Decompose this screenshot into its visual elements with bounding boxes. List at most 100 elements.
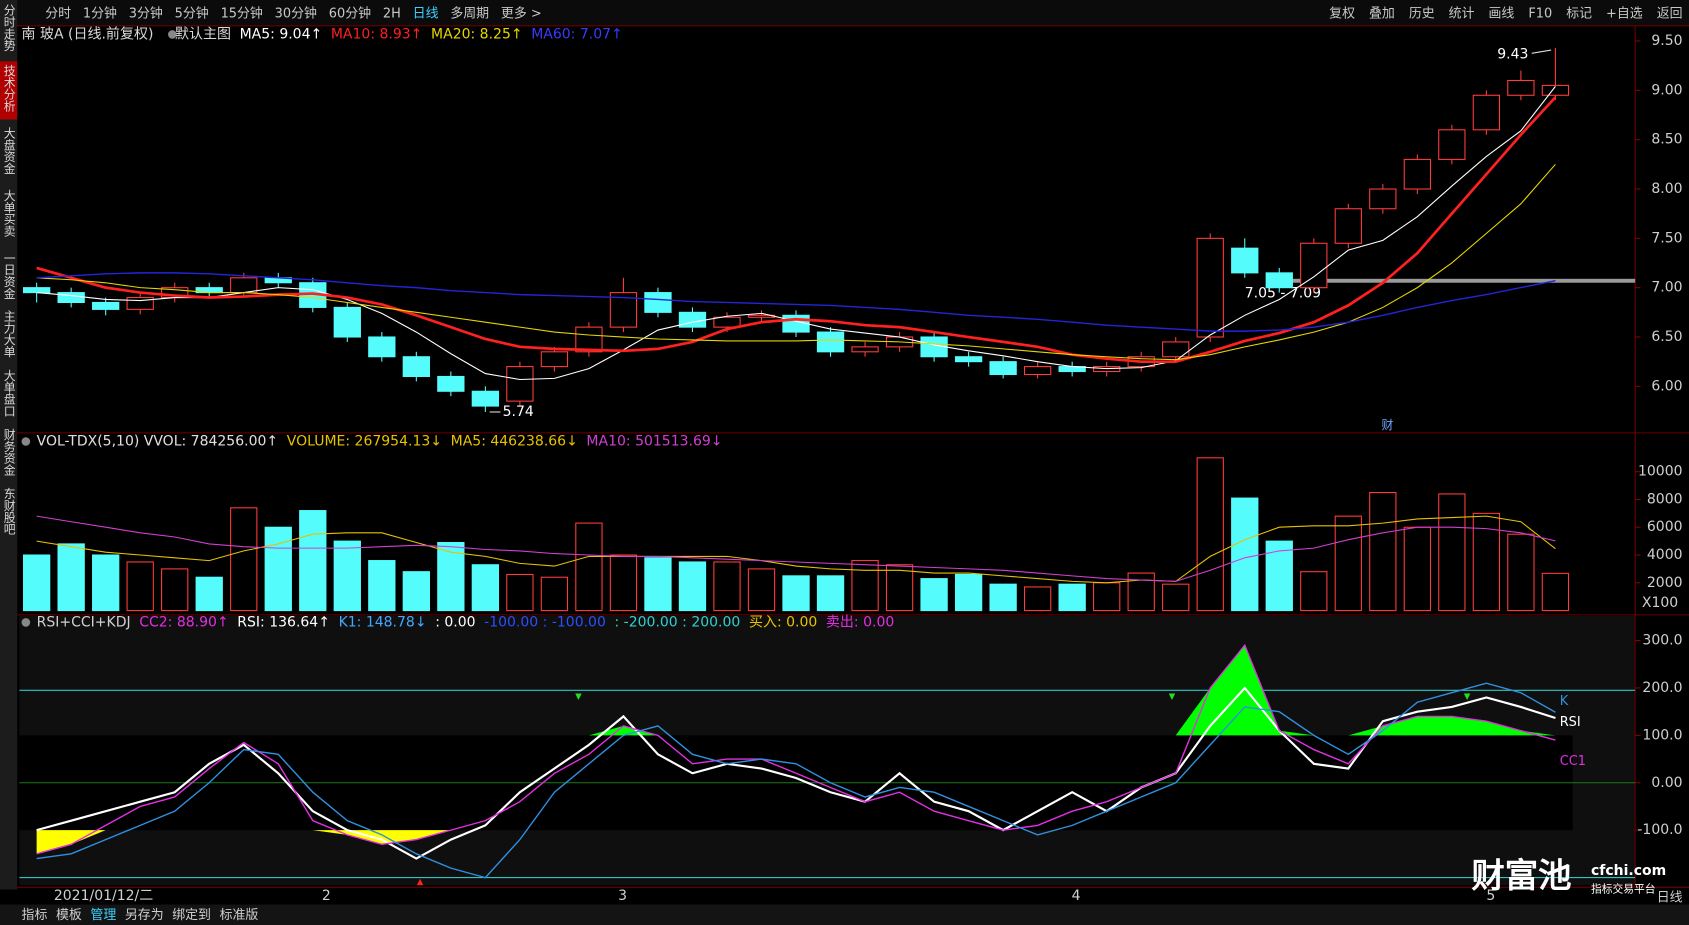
volume-bar	[1058, 583, 1086, 612]
period-tab[interactable]: 更多 >	[501, 7, 542, 22]
candle-body	[1507, 79, 1535, 96]
volume-bar	[989, 583, 1017, 612]
volume-bar	[1231, 497, 1259, 612]
period-tab[interactable]: 日线	[413, 7, 439, 22]
sidebar-tab[interactable]: 东财股吧	[2, 488, 16, 535]
volume-bar	[609, 554, 638, 612]
candle-body	[1265, 272, 1293, 289]
legend-item: RSI: 136.64↑	[237, 614, 330, 630]
candle-body	[713, 316, 741, 328]
y-tick-label: 6000	[1647, 519, 1683, 535]
tool-button[interactable]: 历史	[1409, 7, 1435, 22]
candle-body	[678, 311, 707, 328]
series-line	[36, 272, 1556, 332]
line-label: CC1	[1560, 754, 1586, 769]
legend-item: : 0.00	[435, 614, 475, 630]
candle-body	[1231, 247, 1259, 274]
volume-bar	[437, 541, 465, 612]
candle-body	[1369, 188, 1397, 210]
volume-bar	[1162, 583, 1190, 612]
candle-body	[1334, 208, 1362, 244]
candle-body	[1196, 237, 1224, 338]
bottom-tab[interactable]: 绑定到	[172, 908, 211, 923]
candle-body	[1403, 158, 1431, 190]
sidebar-tab[interactable]: 财务资金	[2, 428, 16, 476]
tool-button[interactable]: 叠加	[1369, 7, 1395, 22]
y-tick-label: 9.50	[1651, 33, 1682, 49]
sidebar-tab[interactable]: 技术分析	[2, 65, 16, 113]
tool-button[interactable]: 返回	[1657, 7, 1683, 22]
bottom-tab[interactable]: 另存为	[125, 908, 164, 923]
x-axis-label: 2	[322, 888, 331, 904]
tool-button[interactable]: 标记	[1566, 7, 1592, 22]
volume-bar	[195, 576, 223, 612]
period-tab[interactable]: 1分钟	[83, 6, 117, 22]
y-tick-label: 100.0	[1642, 727, 1682, 743]
volume-bar	[540, 576, 569, 612]
plot-layer: 分时 1分钟 3分钟 5分钟 15分钟 30分钟 60分钟 2H 日线 多周期 更多 > 返回+自选标…	[0, 4, 1683, 923]
volume-bar	[1541, 572, 1570, 612]
tool-button[interactable]: +自选	[1606, 7, 1643, 22]
tool-button[interactable]: 画线	[1489, 7, 1515, 22]
tool-button[interactable]: F10	[1528, 7, 1552, 22]
sidebar-tab[interactable]: 主力大单	[2, 310, 16, 359]
candle-body	[57, 292, 85, 304]
candle-body	[989, 361, 1017, 376]
menu-icon	[168, 30, 177, 39]
candle-body	[22, 287, 51, 294]
period-tab[interactable]: 5分钟	[175, 6, 209, 22]
volume-bar	[920, 578, 948, 612]
max-label: 9.43	[1497, 46, 1528, 62]
watermark-site: cfchi.com	[1591, 863, 1666, 879]
max-arrow	[1531, 49, 1552, 54]
candle-body	[1472, 94, 1501, 131]
legend-item: MA5: 9.04↑	[240, 26, 323, 42]
period-tab[interactable]: 30分钟	[275, 6, 317, 22]
candle-body	[92, 301, 120, 310]
bottom-tab[interactable]: 标准版	[220, 908, 259, 923]
series-line	[36, 643, 1556, 855]
line-label: RSI	[1560, 715, 1581, 730]
candle-body	[644, 292, 672, 313]
volume-bar	[954, 573, 983, 612]
bottom-tab[interactable]: 模板	[56, 908, 82, 923]
period-tab[interactable]: 15分钟	[221, 6, 263, 22]
legend-item: MA10: 501513.69↓	[586, 434, 722, 450]
template-label: 默认主图	[175, 26, 231, 42]
period-tab[interactable]: 2H	[383, 7, 401, 22]
legend-item: MA10: 8.93↑	[331, 26, 423, 42]
period-tag: 日线	[1657, 891, 1683, 906]
volume-bar	[575, 522, 603, 612]
period-tab[interactable]: 3分钟	[129, 6, 163, 22]
sidebar-tab[interactable]: 一日资金	[2, 252, 16, 299]
y-tick-label: 6.00	[1651, 378, 1682, 394]
candle-body	[506, 366, 534, 402]
tool-button[interactable]: 统计	[1449, 7, 1475, 22]
legend-item: 买入: 0.00	[749, 614, 817, 630]
tool-button[interactable]: 复权	[1329, 6, 1355, 22]
period-tab[interactable]: 多周期	[450, 7, 489, 22]
y-tick-label: 7.00	[1651, 280, 1682, 296]
y-tick-label: 8.00	[1651, 181, 1682, 197]
sidebar-tab[interactable]: 大单盘口	[2, 369, 16, 417]
period-tab[interactable]: 60分钟	[329, 6, 371, 22]
volume-bar	[1300, 571, 1328, 612]
sidebar-tab[interactable]: 大单买卖	[2, 189, 16, 238]
series-line	[36, 515, 1556, 584]
x-axis-label: 4	[1072, 888, 1081, 904]
volume-bar	[1265, 540, 1293, 612]
candle-body	[816, 331, 845, 353]
watermark-slogan: 指标交易平台	[1591, 882, 1656, 895]
sidebar-tab[interactable]: 分时走势	[2, 4, 16, 51]
volume-bar	[747, 568, 776, 612]
sidebar-tab[interactable]: 大盘资金	[2, 126, 16, 174]
x-axis-label: 2021/01/12/二	[54, 888, 153, 904]
period-tab[interactable]: 分时	[45, 7, 71, 22]
y-tick-label: 9.00	[1651, 82, 1682, 98]
range-line	[1279, 278, 1636, 283]
bottom-tab[interactable]: 指标	[22, 908, 48, 923]
volume-bar	[264, 526, 292, 612]
y-tick-label: 4000	[1647, 547, 1683, 563]
bottom-tab[interactable]: 管理	[90, 908, 116, 923]
